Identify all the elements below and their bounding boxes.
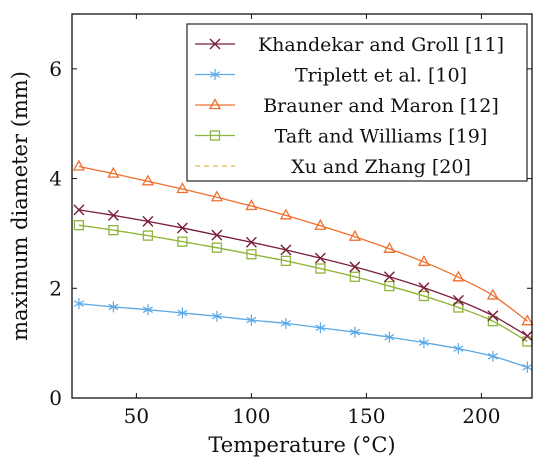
- data-point-0-9: [383, 271, 395, 283]
- series-4: [78, 224, 528, 343]
- data-point-2-1: [107, 166, 120, 178]
- data-point-2-11: [452, 270, 465, 282]
- series-1: [73, 298, 533, 373]
- legend-entry-0: Khandekar and Groll [11]: [195, 34, 504, 56]
- data-point-2-7: [314, 218, 327, 230]
- data-point-3-9: [384, 280, 395, 292]
- data-point-0-13: [521, 330, 533, 342]
- data-point-1-9: [384, 331, 395, 343]
- legend-label-4: Xu and Zhang [20]: [291, 156, 471, 178]
- legend-box: [186, 23, 528, 182]
- data-point-1-7: [315, 322, 326, 334]
- series-3: [73, 220, 533, 347]
- data-point-1-8: [349, 326, 360, 338]
- legend-marker-3: [209, 130, 221, 141]
- plot-frame: [71, 13, 533, 399]
- series-0: [73, 204, 533, 342]
- data-point-1-5: [246, 314, 257, 326]
- data-point-2-12: [486, 288, 500, 300]
- y-tick-label-0: 0: [49, 386, 62, 410]
- legend-label-3: Taft and Williams [19]: [275, 126, 488, 148]
- legend: Khandekar and Groll [11] Triplett et al. …: [186, 23, 528, 182]
- data-point-0-5: [245, 236, 257, 248]
- legend-label-1: Triplett et al. [10]: [295, 65, 467, 87]
- data-point-3-5: [246, 249, 257, 260]
- data-point-3-4: [211, 242, 223, 253]
- y-tick-label-1: 2: [49, 276, 62, 300]
- data-point-2-6: [279, 208, 293, 220]
- data-point-0-2: [142, 215, 154, 227]
- legend-entry-2: Brauner and Maron [12]: [195, 95, 499, 117]
- data-point-0-8: [349, 261, 361, 273]
- legend-entry-4: Xu and Zhang [20]: [195, 156, 471, 178]
- data-point-2-13: [521, 314, 534, 326]
- data-point-0-11: [452, 294, 464, 306]
- data-point-2-3: [176, 182, 189, 194]
- data-point-2-9: [383, 241, 396, 253]
- data-point-0-4: [211, 229, 223, 241]
- legend-marker-2: [208, 98, 222, 110]
- legend-label-2: Brauner and Maron [12]: [263, 95, 499, 117]
- data-point-3-6: [280, 255, 292, 267]
- data-point-2-4: [210, 190, 224, 202]
- x-axis-label: Temperature (°C): [208, 433, 395, 457]
- data-point-1-10: [418, 337, 429, 349]
- series-2: [72, 159, 534, 326]
- data-point-3-1: [108, 224, 119, 236]
- series-line-3: [78, 224, 528, 343]
- axis-ticks: 50 100 150 200 0 2 4 6: [49, 14, 532, 428]
- data-point-0-12: [487, 310, 499, 322]
- series-line-4: [78, 224, 528, 343]
- data-point-3-7: [315, 263, 326, 274]
- data-point-2-8: [348, 229, 362, 241]
- data-point-1-1: [108, 301, 119, 313]
- legend-label-0: Khandekar and Groll [11]: [258, 34, 504, 56]
- x-tick-label-1: 100: [232, 404, 270, 428]
- data-point-0-6: [280, 244, 292, 256]
- data-point-0-0: [73, 204, 85, 216]
- series-line-1: [78, 302, 528, 368]
- legend-entry-3: Taft and Williams [19]: [195, 126, 487, 148]
- data-point-1-12: [487, 350, 498, 362]
- data-point-0-3: [176, 222, 188, 234]
- x-tick-label-0: 50: [124, 404, 149, 428]
- data-point-2-5: [245, 199, 258, 211]
- data-point-1-0: [73, 298, 84, 310]
- data-point-1-6: [280, 317, 291, 329]
- data-point-2-0: [72, 159, 86, 171]
- legend-entry-1: Triplett et al. [10]: [195, 65, 467, 87]
- data-point-2-10: [417, 255, 431, 267]
- data-point-2-2: [141, 174, 155, 186]
- data-point-0-1: [107, 209, 119, 221]
- legend-marker-1: [209, 69, 221, 80]
- x-tick-label-2: 150: [347, 404, 385, 428]
- y-tick-label-2: 4: [49, 167, 62, 191]
- series-line-0: [78, 209, 528, 337]
- data-point-1-11: [453, 343, 464, 355]
- y-axis-label: maximum diameter (mm): [8, 71, 32, 341]
- data-point-3-10: [418, 290, 430, 302]
- data-point-3-3: [177, 236, 188, 247]
- data-point-0-7: [314, 252, 326, 264]
- y-tick-label-3: 6: [49, 57, 62, 81]
- data-point-3-2: [142, 230, 154, 241]
- data-point-3-8: [349, 271, 361, 282]
- data-point-3-11: [453, 302, 464, 313]
- plot-area: [72, 159, 534, 373]
- data-point-3-0: [73, 220, 85, 231]
- data-point-1-2: [142, 304, 153, 316]
- data-point-1-13: [522, 361, 533, 373]
- data-point-1-4: [211, 310, 222, 322]
- x-tick-label-3: 200: [462, 404, 500, 428]
- legend-marker-0: [209, 38, 221, 50]
- data-point-0-10: [418, 282, 430, 294]
- data-point-1-3: [177, 307, 188, 319]
